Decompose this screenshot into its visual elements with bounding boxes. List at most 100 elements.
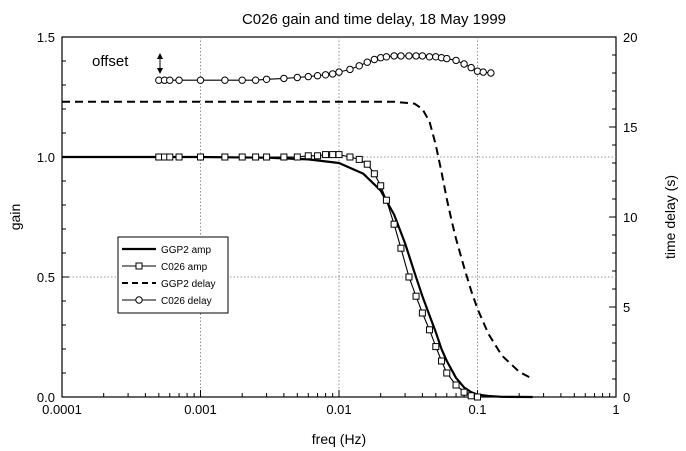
data-point [390, 220, 398, 228]
data-point [412, 292, 420, 300]
series-line [62, 100, 534, 380]
data-point [425, 53, 434, 61]
data-point [166, 76, 174, 84]
data-point [418, 309, 426, 317]
left-axis-ticks: 0.0 0.5 1.0 1.5 [37, 30, 69, 405]
data-point [370, 170, 378, 178]
data-point [335, 68, 343, 76]
data-point [412, 52, 420, 60]
data-point [335, 151, 343, 159]
data-point [418, 52, 427, 60]
data-point [487, 69, 495, 77]
series-c026-delay [155, 52, 495, 84]
data-point [443, 369, 451, 377]
x-tick-label: 1 [612, 402, 619, 417]
data-point [293, 153, 301, 161]
data-point [328, 70, 337, 78]
data-point [197, 153, 204, 161]
data-point [329, 151, 337, 159]
data-point [314, 152, 322, 160]
data-point [221, 76, 229, 84]
legend-item: GGP2 amp [122, 245, 211, 256]
x-tick-label: 0.1 [468, 402, 486, 417]
data-point [293, 73, 302, 82]
legend: GGP2 amp C026 amp GGP2 delay C026 delay [117, 236, 229, 314]
series-layer [62, 52, 534, 401]
offset-arrow-down [157, 68, 163, 74]
data-point [467, 392, 475, 400]
legend-marker [135, 262, 143, 270]
data-point [346, 65, 354, 74]
x-tick-label: 0.01 [326, 402, 351, 417]
legend-item: C026 amp [122, 262, 208, 273]
data-point [479, 68, 487, 76]
data-point [467, 63, 475, 72]
legend-label: GGP2 delay [161, 279, 215, 290]
right-tick-label: 5 [623, 300, 630, 315]
data-point [263, 153, 271, 161]
left-tick-label: 1.5 [37, 30, 55, 45]
data-point [304, 152, 312, 160]
series-c026-amp [155, 151, 481, 401]
data-point [452, 56, 460, 65]
plot-area: 0.0001 0.001 0.01 0.1 1 0.0 0.5 1.0 1.5 0 5 10 15 2… [37, 30, 638, 417]
legend-item: GGP2 delay [122, 279, 215, 290]
x-axis-ticks: 0.0001 0.001 0.01 0.1 1 [42, 390, 620, 417]
grid [62, 37, 616, 397]
data-point [432, 343, 440, 351]
data-point [355, 62, 363, 70]
data-point [262, 75, 271, 84]
x-tick-label: 0.001 [184, 402, 217, 417]
data-point [238, 76, 246, 84]
left-tick-label: 0.5 [37, 270, 55, 285]
right-tick-label: 10 [623, 210, 637, 225]
data-point [313, 72, 322, 80]
left-axis-label: gain [7, 204, 23, 230]
data-point [377, 182, 385, 190]
legend-item: C026 delay [122, 296, 212, 307]
right-axis-ticks: 0 5 10 15 20 [609, 30, 637, 405]
data-point [438, 357, 446, 365]
data-point [304, 72, 312, 81]
data-point [175, 153, 183, 161]
offset-label: offset [92, 53, 129, 70]
data-point [425, 326, 433, 334]
data-point [460, 388, 468, 396]
right-tick-label: 0 [623, 390, 630, 405]
data-point [363, 58, 371, 66]
legend-marker [135, 296, 143, 304]
data-point [321, 71, 330, 79]
data-point [251, 76, 260, 84]
left-tick-label: 0.0 [37, 390, 55, 405]
data-point [405, 52, 413, 60]
x-axis-label: freq (Hz) [312, 431, 366, 447]
data-point [238, 153, 246, 161]
data-point [443, 54, 451, 63]
right-axis-label: time delay (s) [662, 175, 678, 259]
data-point [452, 381, 460, 389]
data-point [346, 153, 354, 161]
offset-annotation: offset [92, 53, 163, 74]
data-point [166, 153, 174, 161]
data-point [252, 153, 260, 161]
series-ggp2-delay [62, 100, 534, 380]
data-point [397, 52, 405, 60]
legend-label: C026 amp [161, 262, 208, 273]
x-tick-label: 0.0001 [42, 402, 82, 417]
data-point [322, 151, 330, 159]
data-point [155, 153, 163, 161]
data-point [221, 153, 229, 161]
left-tick-label: 1.0 [37, 150, 55, 165]
data-point [382, 53, 391, 61]
data-point [390, 52, 398, 60]
legend-label: GGP2 amp [161, 245, 211, 256]
data-point [280, 74, 288, 83]
data-point [405, 273, 413, 281]
data-point [280, 153, 288, 161]
data-point [474, 393, 481, 401]
data-point [382, 196, 390, 204]
right-tick-label: 15 [623, 120, 637, 135]
data-point [175, 76, 183, 84]
data-point [370, 55, 379, 64]
